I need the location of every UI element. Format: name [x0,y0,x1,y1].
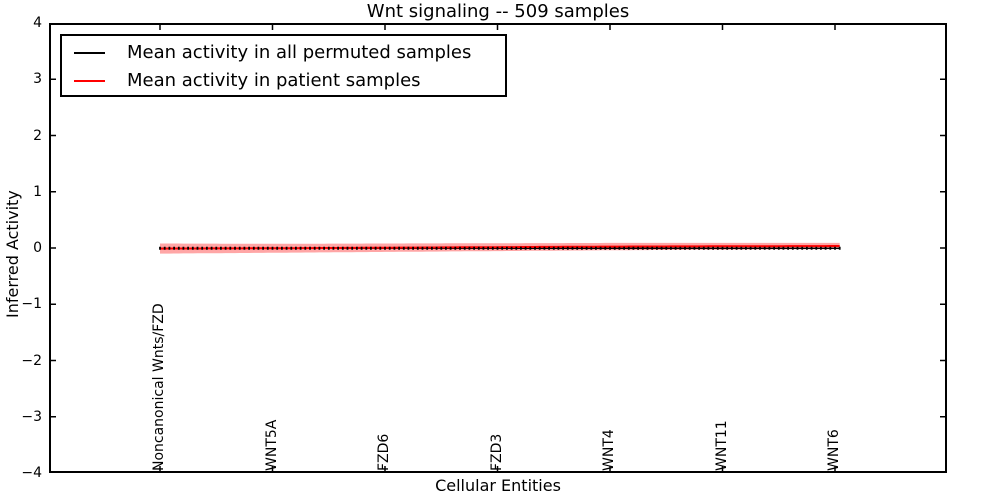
permuted-point-markers [159,246,841,250]
x-tick-label: Noncanonical Wnts/FZD [151,303,167,471]
legend-label: Mean activity in all permuted samples [127,42,472,63]
chart-title: Wnt signaling -- 509 samples [366,1,630,22]
x-tick-label: FZD6 [376,433,392,471]
y-tick-label: 1 [33,183,42,200]
legend-item-permuted: Mean activity in all permuted samples [62,39,505,67]
y-tick-label: −1 [21,296,42,313]
x-axis-label: Cellular Entities [435,476,561,495]
x-tick-label: WNT6 [826,429,842,471]
y-tick-label: 4 [33,15,42,31]
x-tick-label: WNT4 [601,429,617,471]
legend-line-sample-black [74,52,105,54]
y-tick-label: −3 [21,408,42,425]
plot-canvas [49,23,947,473]
axis-ticks [49,23,947,473]
legend-label: Mean activity in patient samples [127,70,421,91]
legend-item-patient: Mean activity in patient samples [62,67,505,95]
y-tick-label: 0 [33,240,42,256]
y-tick-label: −4 [21,465,42,481]
x-tick-label: WNT11 [713,420,730,471]
plot-frame [49,23,947,473]
legend-line-sample-red [74,80,105,82]
y-tick-label: 2 [33,127,42,144]
y-tick-label: −2 [21,352,42,369]
x-tick-label: WNT5A [263,419,280,471]
x-tick-label: FZD3 [488,433,505,471]
y-tick-label: 3 [33,71,42,88]
legend-box: Mean activity in all permuted samples Me… [60,34,507,97]
